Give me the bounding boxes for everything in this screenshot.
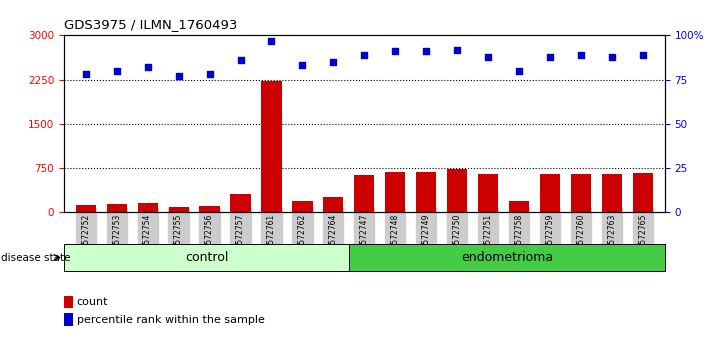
Text: count: count	[77, 297, 108, 307]
Point	[575, 52, 587, 58]
Point	[142, 64, 154, 70]
Point	[328, 59, 339, 65]
Point	[483, 54, 494, 59]
Bar	[200, 206, 220, 212]
Bar	[479, 174, 498, 212]
Point	[204, 72, 215, 77]
Point	[173, 73, 184, 79]
Bar	[416, 172, 437, 212]
Point	[266, 38, 277, 44]
Point	[513, 68, 525, 74]
Bar	[169, 206, 188, 212]
Point	[606, 54, 618, 59]
Bar	[292, 201, 313, 212]
Bar	[540, 174, 560, 212]
Text: percentile rank within the sample: percentile rank within the sample	[77, 315, 264, 325]
Text: endometrioma: endometrioma	[461, 251, 553, 264]
Point	[421, 48, 432, 54]
Point	[451, 47, 463, 52]
Bar	[509, 201, 529, 212]
Text: control: control	[185, 251, 228, 264]
Bar	[354, 175, 375, 212]
Bar	[324, 197, 343, 212]
Point	[296, 63, 308, 68]
Point	[80, 72, 91, 77]
Point	[638, 52, 649, 58]
Bar	[447, 169, 467, 212]
Bar	[602, 174, 622, 212]
Point	[545, 54, 556, 59]
Point	[111, 68, 122, 74]
Bar	[262, 81, 282, 212]
Bar	[137, 203, 158, 212]
Bar	[571, 174, 592, 212]
Bar	[75, 205, 96, 212]
Text: GDS3975 / ILMN_1760493: GDS3975 / ILMN_1760493	[64, 18, 237, 31]
Bar	[633, 173, 653, 212]
Point	[390, 48, 401, 54]
Bar	[385, 172, 405, 212]
Point	[235, 57, 246, 63]
Text: disease state: disease state	[1, 252, 70, 263]
Point	[359, 52, 370, 58]
Bar	[107, 204, 127, 212]
Bar	[230, 194, 250, 212]
